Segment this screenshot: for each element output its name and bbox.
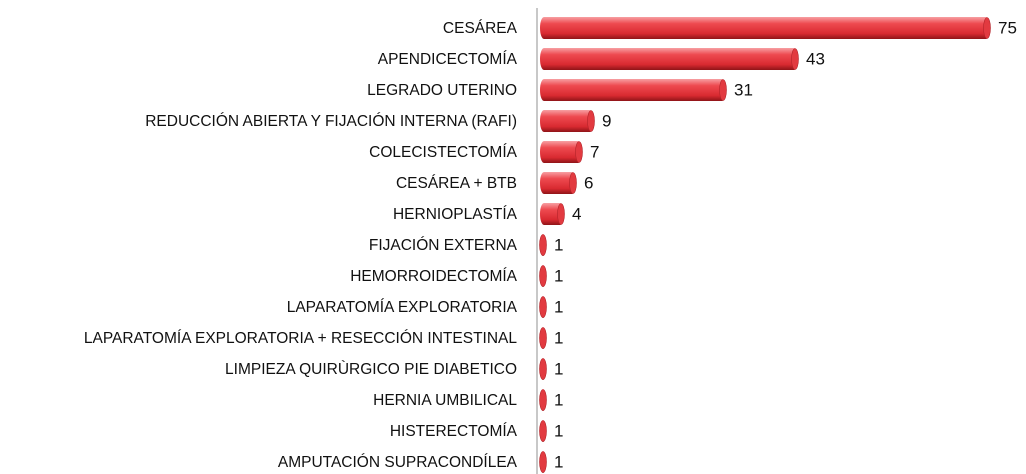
category-label: CESÁREA + BTB bbox=[396, 175, 517, 192]
category-label: APENDICECTOMÍA bbox=[378, 51, 518, 68]
bar-cap bbox=[539, 234, 547, 256]
value-label: 43 bbox=[806, 49, 825, 68]
category-label: HEMORROIDECTOMÍA bbox=[350, 268, 517, 285]
value-label: 9 bbox=[602, 111, 611, 130]
value-label: 75 bbox=[998, 18, 1017, 37]
category-label: LAPARATOMÍA EXPLORATORIA bbox=[287, 299, 518, 316]
category-label: COLECISTECTOMÍA bbox=[369, 144, 518, 161]
bar bbox=[540, 172, 576, 194]
bar bbox=[540, 48, 798, 70]
category-label: HERNIA UMBILICAL bbox=[373, 392, 517, 409]
value-label: 1 bbox=[554, 297, 563, 316]
value-label: 4 bbox=[572, 204, 581, 223]
bar-cap bbox=[983, 17, 991, 39]
category-label: FIJACIÓN EXTERNA bbox=[369, 237, 518, 254]
value-label: 1 bbox=[554, 266, 563, 285]
category-label: HERNIOPLASTÍA bbox=[393, 206, 518, 223]
bar-cap bbox=[587, 110, 595, 132]
bar-cap bbox=[539, 420, 547, 442]
bar-cap bbox=[791, 48, 799, 70]
category-label: LEGRADO UTERINO bbox=[367, 82, 517, 99]
category-label: AMPUTACIÓN SUPRACONDÍLEA bbox=[278, 454, 518, 471]
value-label: 1 bbox=[554, 452, 563, 471]
bar bbox=[540, 110, 594, 132]
bar bbox=[540, 79, 726, 101]
bar bbox=[540, 17, 990, 39]
bar-cap bbox=[569, 172, 577, 194]
bar-cap bbox=[719, 79, 727, 101]
bar-cap bbox=[557, 203, 565, 225]
value-label: 1 bbox=[554, 328, 563, 347]
category-label: REDUCCIÓN ABIERTA Y FIJACIÓN INTERNA (RA… bbox=[145, 113, 517, 130]
value-label: 7 bbox=[590, 142, 599, 161]
bar-cap bbox=[575, 141, 583, 163]
bar-cap bbox=[539, 327, 547, 349]
bar-cap bbox=[539, 358, 547, 380]
value-label: 6 bbox=[584, 173, 593, 192]
value-label: 31 bbox=[734, 80, 753, 99]
bar bbox=[540, 141, 582, 163]
bar-cap bbox=[539, 451, 547, 473]
value-label: 1 bbox=[554, 390, 563, 409]
value-label: 1 bbox=[554, 359, 563, 378]
category-label: LAPARATOMÍA EXPLORATORIA + RESECCIÓN INT… bbox=[84, 330, 517, 347]
bar-cap bbox=[539, 296, 547, 318]
category-label: HISTERECTOMÍA bbox=[390, 423, 518, 440]
bar-cap bbox=[539, 265, 547, 287]
value-label: 1 bbox=[554, 421, 563, 440]
category-label: CESÁREA bbox=[443, 20, 518, 37]
bar-cap bbox=[539, 389, 547, 411]
category-label: LIMPIEZA QUIRÙRGICO PIE DIABETICO bbox=[225, 361, 517, 378]
value-label: 1 bbox=[554, 235, 563, 254]
